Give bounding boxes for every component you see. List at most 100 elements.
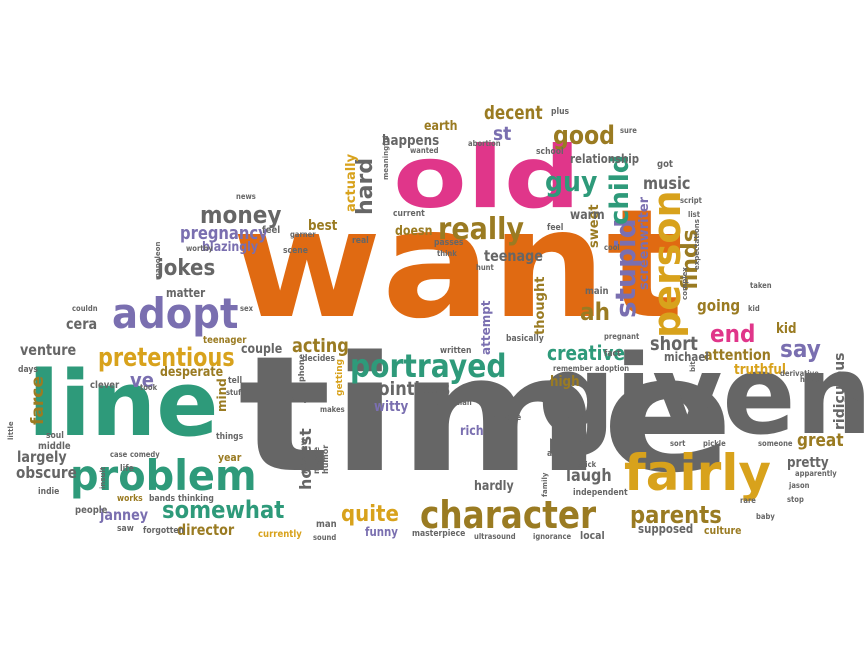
word-actors: actors <box>547 449 574 459</box>
word-line: line <box>28 352 219 457</box>
word-going: going <box>697 296 741 315</box>
word-culture: culture <box>704 524 742 537</box>
word-really: really <box>438 212 524 247</box>
word-teenager: teenager <box>203 335 247 346</box>
word-farce: farce <box>28 376 48 425</box>
word-man: man <box>316 519 337 530</box>
word-middle: middle <box>38 441 71 452</box>
word-short: short <box>650 333 698 355</box>
word-movie: movie <box>312 446 321 474</box>
word-obscure: obscure <box>16 463 77 482</box>
word-michael: michael <box>664 350 709 364</box>
word-people: people <box>75 505 108 516</box>
word-music: music <box>643 174 691 194</box>
word-st: st <box>493 123 512 145</box>
word-independent: independent <box>573 488 628 498</box>
word-great: great <box>797 430 844 451</box>
word-comedy: comedy <box>130 450 160 459</box>
word-life: life <box>120 464 134 474</box>
word-time: time <box>238 321 735 508</box>
word-somewhat: somewhat <box>162 496 285 524</box>
word-main: main <box>585 286 609 297</box>
word-expectations: expectations <box>693 219 701 270</box>
word-think: think <box>437 249 457 258</box>
word-got: got <box>657 159 673 170</box>
word-ridiculous: ridiculous <box>832 352 848 430</box>
word-basically: basically <box>506 334 544 344</box>
word-plus: plus <box>551 107 570 117</box>
word-character: character <box>420 493 597 537</box>
word-good: good <box>553 121 616 151</box>
word-janney: janney <box>100 506 149 524</box>
word-abortion: abortion <box>468 139 501 148</box>
word-school: school <box>536 147 564 157</box>
word-ignorance: ignorance <box>533 532 572 541</box>
word-blazingly: blazingly <box>202 240 259 255</box>
word-things: things <box>216 432 244 442</box>
word-high: high <box>550 374 580 390</box>
word-insult: insult <box>99 466 107 489</box>
word-wanted: wanted <box>410 146 439 155</box>
word-pointless: pointless <box>367 378 451 400</box>
word-ultrasound: ultrasound <box>474 532 516 541</box>
word-makes: makes <box>320 405 345 414</box>
word-end: end <box>710 320 756 348</box>
word-fairly: fairly <box>624 444 772 502</box>
word-works: works <box>117 494 143 504</box>
word-humor: humor <box>321 444 330 474</box>
word-dialogue: dialogue <box>484 413 522 423</box>
word-forgotten: forgotten <box>143 526 185 536</box>
word-ve: ve <box>130 368 154 392</box>
word-money: money <box>200 201 282 229</box>
word-remember: remember <box>553 364 593 373</box>
word-cool: cool <box>604 243 620 252</box>
word-relationship: relationship <box>570 152 640 166</box>
word-best: best <box>308 218 338 234</box>
word-jokes: jokes <box>157 256 216 281</box>
word-couldn: couldn <box>72 304 98 313</box>
word-kid: kid <box>776 321 797 337</box>
word-hunt: hunt <box>476 263 494 272</box>
word-passes: passes <box>434 238 464 248</box>
word-new: new <box>844 395 860 404</box>
word-someone: someone <box>758 439 793 448</box>
word-want: want <box>232 178 684 352</box>
word-jason: jason <box>789 481 810 490</box>
word-sound: sound <box>313 533 337 542</box>
word-real: real <box>352 236 369 246</box>
word-parents: parents <box>630 501 722 529</box>
word-attempt: attempt <box>479 300 493 355</box>
word-garner: garner <box>290 230 316 239</box>
word-rich: rich <box>460 424 484 439</box>
word-napoleon: napoleon <box>154 241 162 278</box>
word-derivative: derivative <box>780 369 819 378</box>
word-stuff: stuff <box>226 388 244 397</box>
word-creative: creative <box>547 341 626 365</box>
word-feel: feel <box>547 223 564 233</box>
word-worthy: worthy <box>186 244 213 253</box>
word-local: local <box>580 529 605 542</box>
word-funny: funny <box>365 525 398 539</box>
word-portrayed: portrayed <box>350 347 507 385</box>
word-attention: attention <box>704 346 771 364</box>
word-teenage: teenage <box>484 247 543 265</box>
word-say: say <box>780 335 821 363</box>
word-scene: scene <box>283 246 308 256</box>
word-truthful: truthful <box>734 362 786 378</box>
word-phone: phone <box>297 353 306 382</box>
word-director: director <box>177 521 235 539</box>
word-meaningful: meaningful <box>382 135 390 180</box>
word-rare: rare <box>740 496 756 505</box>
word-decent: decent <box>484 102 543 124</box>
word-witty: witty <box>374 399 409 415</box>
word-news: news <box>236 192 256 201</box>
word-days: days <box>18 365 38 375</box>
word-doesn: doesn <box>395 224 433 239</box>
word-largely: largely <box>17 448 67 466</box>
word-clever: clever <box>90 380 120 391</box>
word-stupid: stupid <box>609 218 642 318</box>
word-screenwriter: screenwriter <box>637 196 652 290</box>
word-masterpiece: masterpiece <box>412 529 466 539</box>
word-given: given <box>538 331 864 459</box>
